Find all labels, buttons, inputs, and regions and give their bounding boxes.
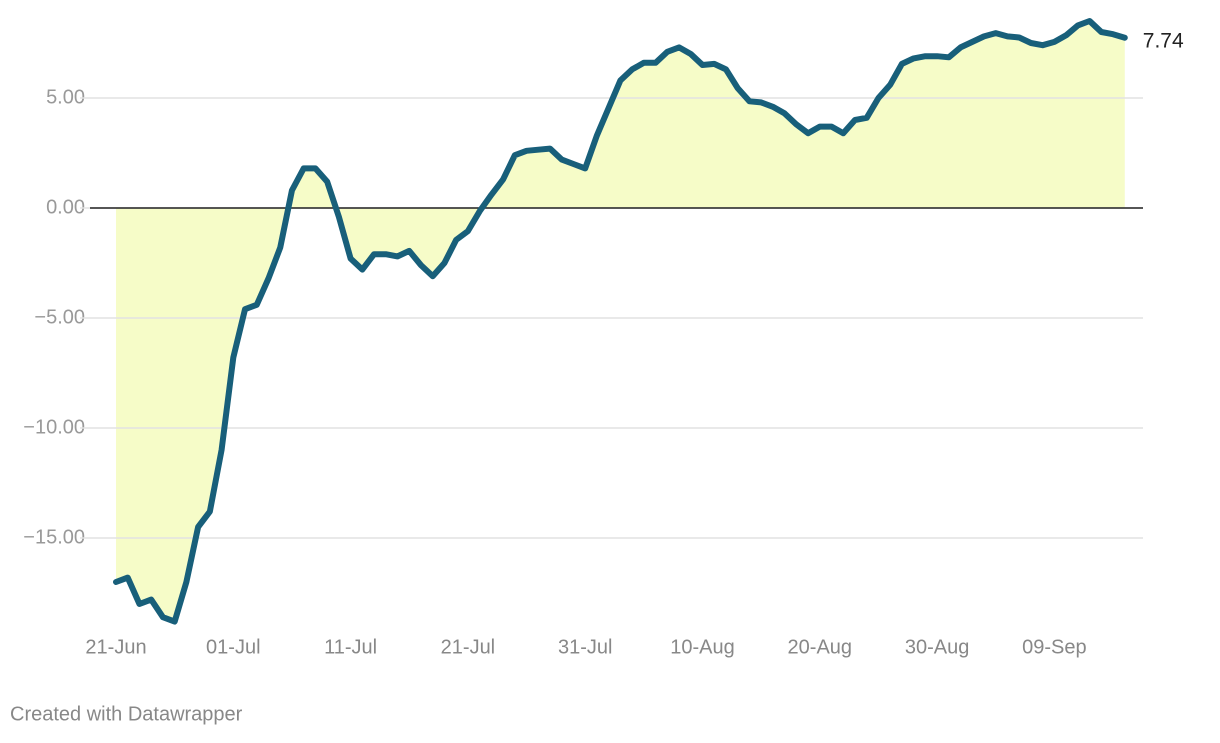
x-tick-label: 31-Jul [558,636,612,658]
x-tick-label: 21-Jul [441,636,495,658]
credit: Created with Datawrapper [10,703,243,725]
y-tick-label: −15.00 [23,526,85,548]
line [113,18,1128,625]
x-tick-label: 21-Jun [85,636,146,658]
x-tick-label: 20-Aug [788,636,853,658]
x-tick-label: 01-Jul [206,636,260,658]
y-tick-label: −10.00 [23,416,85,438]
end-label: 7.74 [1143,29,1184,52]
x-tick-label: 09-Sep [1022,636,1087,658]
x-tick-label: 30-Aug [905,636,970,658]
x-tick-label: 10-Aug [670,636,735,658]
x-tick-label: 11-Jul [324,636,377,658]
y-tick-label: 5.00 [46,86,85,108]
y-tick-label: −5.00 [34,306,85,328]
y-tick-label: 0.00 [46,196,85,218]
area [116,21,1125,622]
